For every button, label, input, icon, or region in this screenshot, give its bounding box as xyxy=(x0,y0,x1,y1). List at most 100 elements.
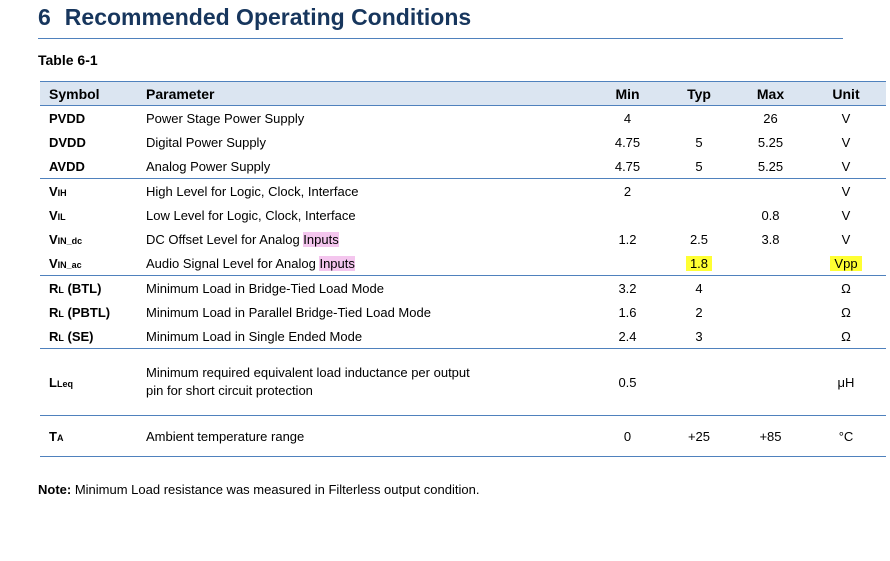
symbol-cell: AVDD xyxy=(40,154,137,179)
unit-cell: °C xyxy=(806,415,886,457)
parameter-cell: Digital Power Supply xyxy=(146,134,266,150)
col-header-parameter: Parameter xyxy=(137,81,592,106)
parameter-cell: Ambient temperature range xyxy=(137,415,592,457)
max-cell: 0.8 xyxy=(761,207,780,223)
table-row: PVDD Power Stage Power Supply 4 26 V xyxy=(40,106,886,131)
table-caption: Table 6-1 xyxy=(38,52,98,68)
unit-cell: μH xyxy=(806,348,886,416)
table-row: RL (SE) Minimum Load in Single Ended Mod… xyxy=(40,324,886,349)
symbol-subscript: L xyxy=(58,332,64,343)
symbol-cell: DVDD xyxy=(49,134,86,150)
typ-cell xyxy=(663,106,735,131)
col-header-symbol: Symbol xyxy=(40,81,137,106)
min-cell xyxy=(592,251,663,276)
max-cell xyxy=(735,276,806,301)
table-row: RL (PBTL) Minimum Load in Parallel Bridg… xyxy=(40,300,886,324)
max-cell xyxy=(735,251,806,276)
operating-conditions-table: Symbol Parameter Min Typ Max Unit PVDD P… xyxy=(40,81,886,457)
table-row: V IL Low Level for Logic, Clock, Interfac… xyxy=(40,203,886,227)
symbol-subscript: IN_dc xyxy=(57,235,83,246)
section-number: 6 xyxy=(38,4,51,30)
symbol-cell: LLeq xyxy=(40,348,137,416)
typ-cell xyxy=(663,203,735,227)
max-cell: +85 xyxy=(735,415,806,457)
min-cell xyxy=(592,203,663,227)
typ-cell: +25 xyxy=(663,415,735,457)
symbol-subscript: IH xyxy=(57,187,67,198)
symbol-cell: VIN_ac xyxy=(40,251,137,276)
symbol-cell: RL (BTL) xyxy=(49,280,102,296)
parameter-cell: Minimum Load in Parallel Bridge-Tied Loa… xyxy=(146,304,431,320)
symbol-cell: RL (SE) xyxy=(40,324,137,349)
note-label: Note: xyxy=(38,482,72,497)
unit-cell: V xyxy=(841,207,851,223)
heading-rule xyxy=(38,38,843,39)
typ-cell: 2 xyxy=(695,304,703,320)
min-cell: 1.6 xyxy=(618,304,637,320)
min-cell: 4.75 xyxy=(614,134,641,150)
parameter-cell: Low Level for Logic, Clock, Interface xyxy=(146,207,356,223)
table-row: AVDD Analog Power Supply 4.75 5 5.25 V xyxy=(40,154,886,179)
max-cell: 26 xyxy=(763,110,778,126)
table-header-row: Symbol Parameter Min Typ Max Unit xyxy=(40,81,886,106)
typ-cell xyxy=(663,348,735,416)
parameter-cell: Power Stage Power Supply xyxy=(146,110,305,126)
parameter-cell: Minimum Load in Single Ended Mode xyxy=(137,324,592,349)
table-row: DVDD Digital Power Supply 4.75 5 5.25 V xyxy=(40,130,886,154)
symbol-cell: VIN_dc xyxy=(49,231,83,247)
symbol-subscript: L xyxy=(58,308,64,319)
symbol-cell: RL (PBTL) xyxy=(49,304,111,320)
unit-cell: Ω xyxy=(841,280,851,296)
section-title: Recommended Operating Conditions xyxy=(64,4,472,30)
symbol-subscript: IL xyxy=(57,211,66,222)
col-header-min: Min xyxy=(592,81,663,106)
note-text: Minimum Load resistance was measured in … xyxy=(71,482,480,497)
table-row: RL (BTL) Minimum Load in Bridge-Tied Loa… xyxy=(40,276,886,301)
typ-cell: 5 xyxy=(695,134,703,150)
parameter-cell: Minimum Load in Bridge-Tied Load Mode xyxy=(146,280,384,296)
symbol-subscript: IN_ac xyxy=(57,259,82,270)
section-heading: 6 Recommended Operating Conditions xyxy=(38,4,471,31)
max-cell: 5.25 xyxy=(735,154,806,179)
table-row: VIN_dc DC Offset Level for Analog Inputs… xyxy=(40,227,886,251)
symbol-cell: TA xyxy=(40,415,137,457)
unit-cell: V xyxy=(841,134,851,150)
unit-cell: V xyxy=(841,231,851,247)
unit-cell: V xyxy=(806,154,886,179)
min-cell: 1.2 xyxy=(618,231,637,247)
symbol-cell: PVDD xyxy=(49,110,86,126)
max-cell xyxy=(735,348,806,416)
table-row: VIH High Level for Logic, Clock, Interfa… xyxy=(40,179,886,204)
max-cell: 5.25 xyxy=(757,134,784,150)
parameter-cell: Minimum required equivalent load inducta… xyxy=(137,348,592,416)
min-cell: 2.4 xyxy=(592,324,663,349)
min-cell: 0.5 xyxy=(592,348,663,416)
typ-cell: 3 xyxy=(663,324,735,349)
parameter-cell: Analog Power Supply xyxy=(137,154,592,179)
table-row: LLeq Minimum required equivalent load in… xyxy=(40,348,886,416)
symbol-cell: VIH xyxy=(49,183,67,199)
symbol-subscript: A xyxy=(56,432,64,443)
highlighted-value: 1.8 xyxy=(685,255,713,271)
highlighted-word: Inputs xyxy=(319,255,355,271)
unit-cell: Ω xyxy=(841,304,851,320)
typ-cell: 2.5 xyxy=(689,231,709,247)
typ-cell: 5 xyxy=(663,154,735,179)
typ-cell: 4 xyxy=(695,280,703,296)
table-row: VIN_ac Audio Signal Level for Analog Inp… xyxy=(40,251,886,276)
min-cell: 4.75 xyxy=(592,154,663,179)
symbol-subscript: L xyxy=(58,284,64,295)
parameter-cell: DC Offset Level for Analog Inputs xyxy=(146,231,339,247)
max-cell: 3.8 xyxy=(761,231,780,247)
parameter-cell: Audio Signal Level for Analog Inputs xyxy=(137,251,592,276)
parameter-cell: High Level for Logic, Clock, Interface xyxy=(146,183,359,199)
unit-cell: V xyxy=(841,110,851,126)
highlighted-word: Inputs xyxy=(303,231,339,247)
col-header-unit: Unit xyxy=(806,81,886,106)
max-cell xyxy=(735,300,806,324)
unit-cell: Vpp xyxy=(806,251,886,276)
min-cell: 4 xyxy=(623,110,632,126)
table-row: TA Ambient temperature range 0 +25 +85 °… xyxy=(40,415,886,457)
typ-cell xyxy=(663,179,735,204)
typ-cell: 1.8 xyxy=(663,251,735,276)
